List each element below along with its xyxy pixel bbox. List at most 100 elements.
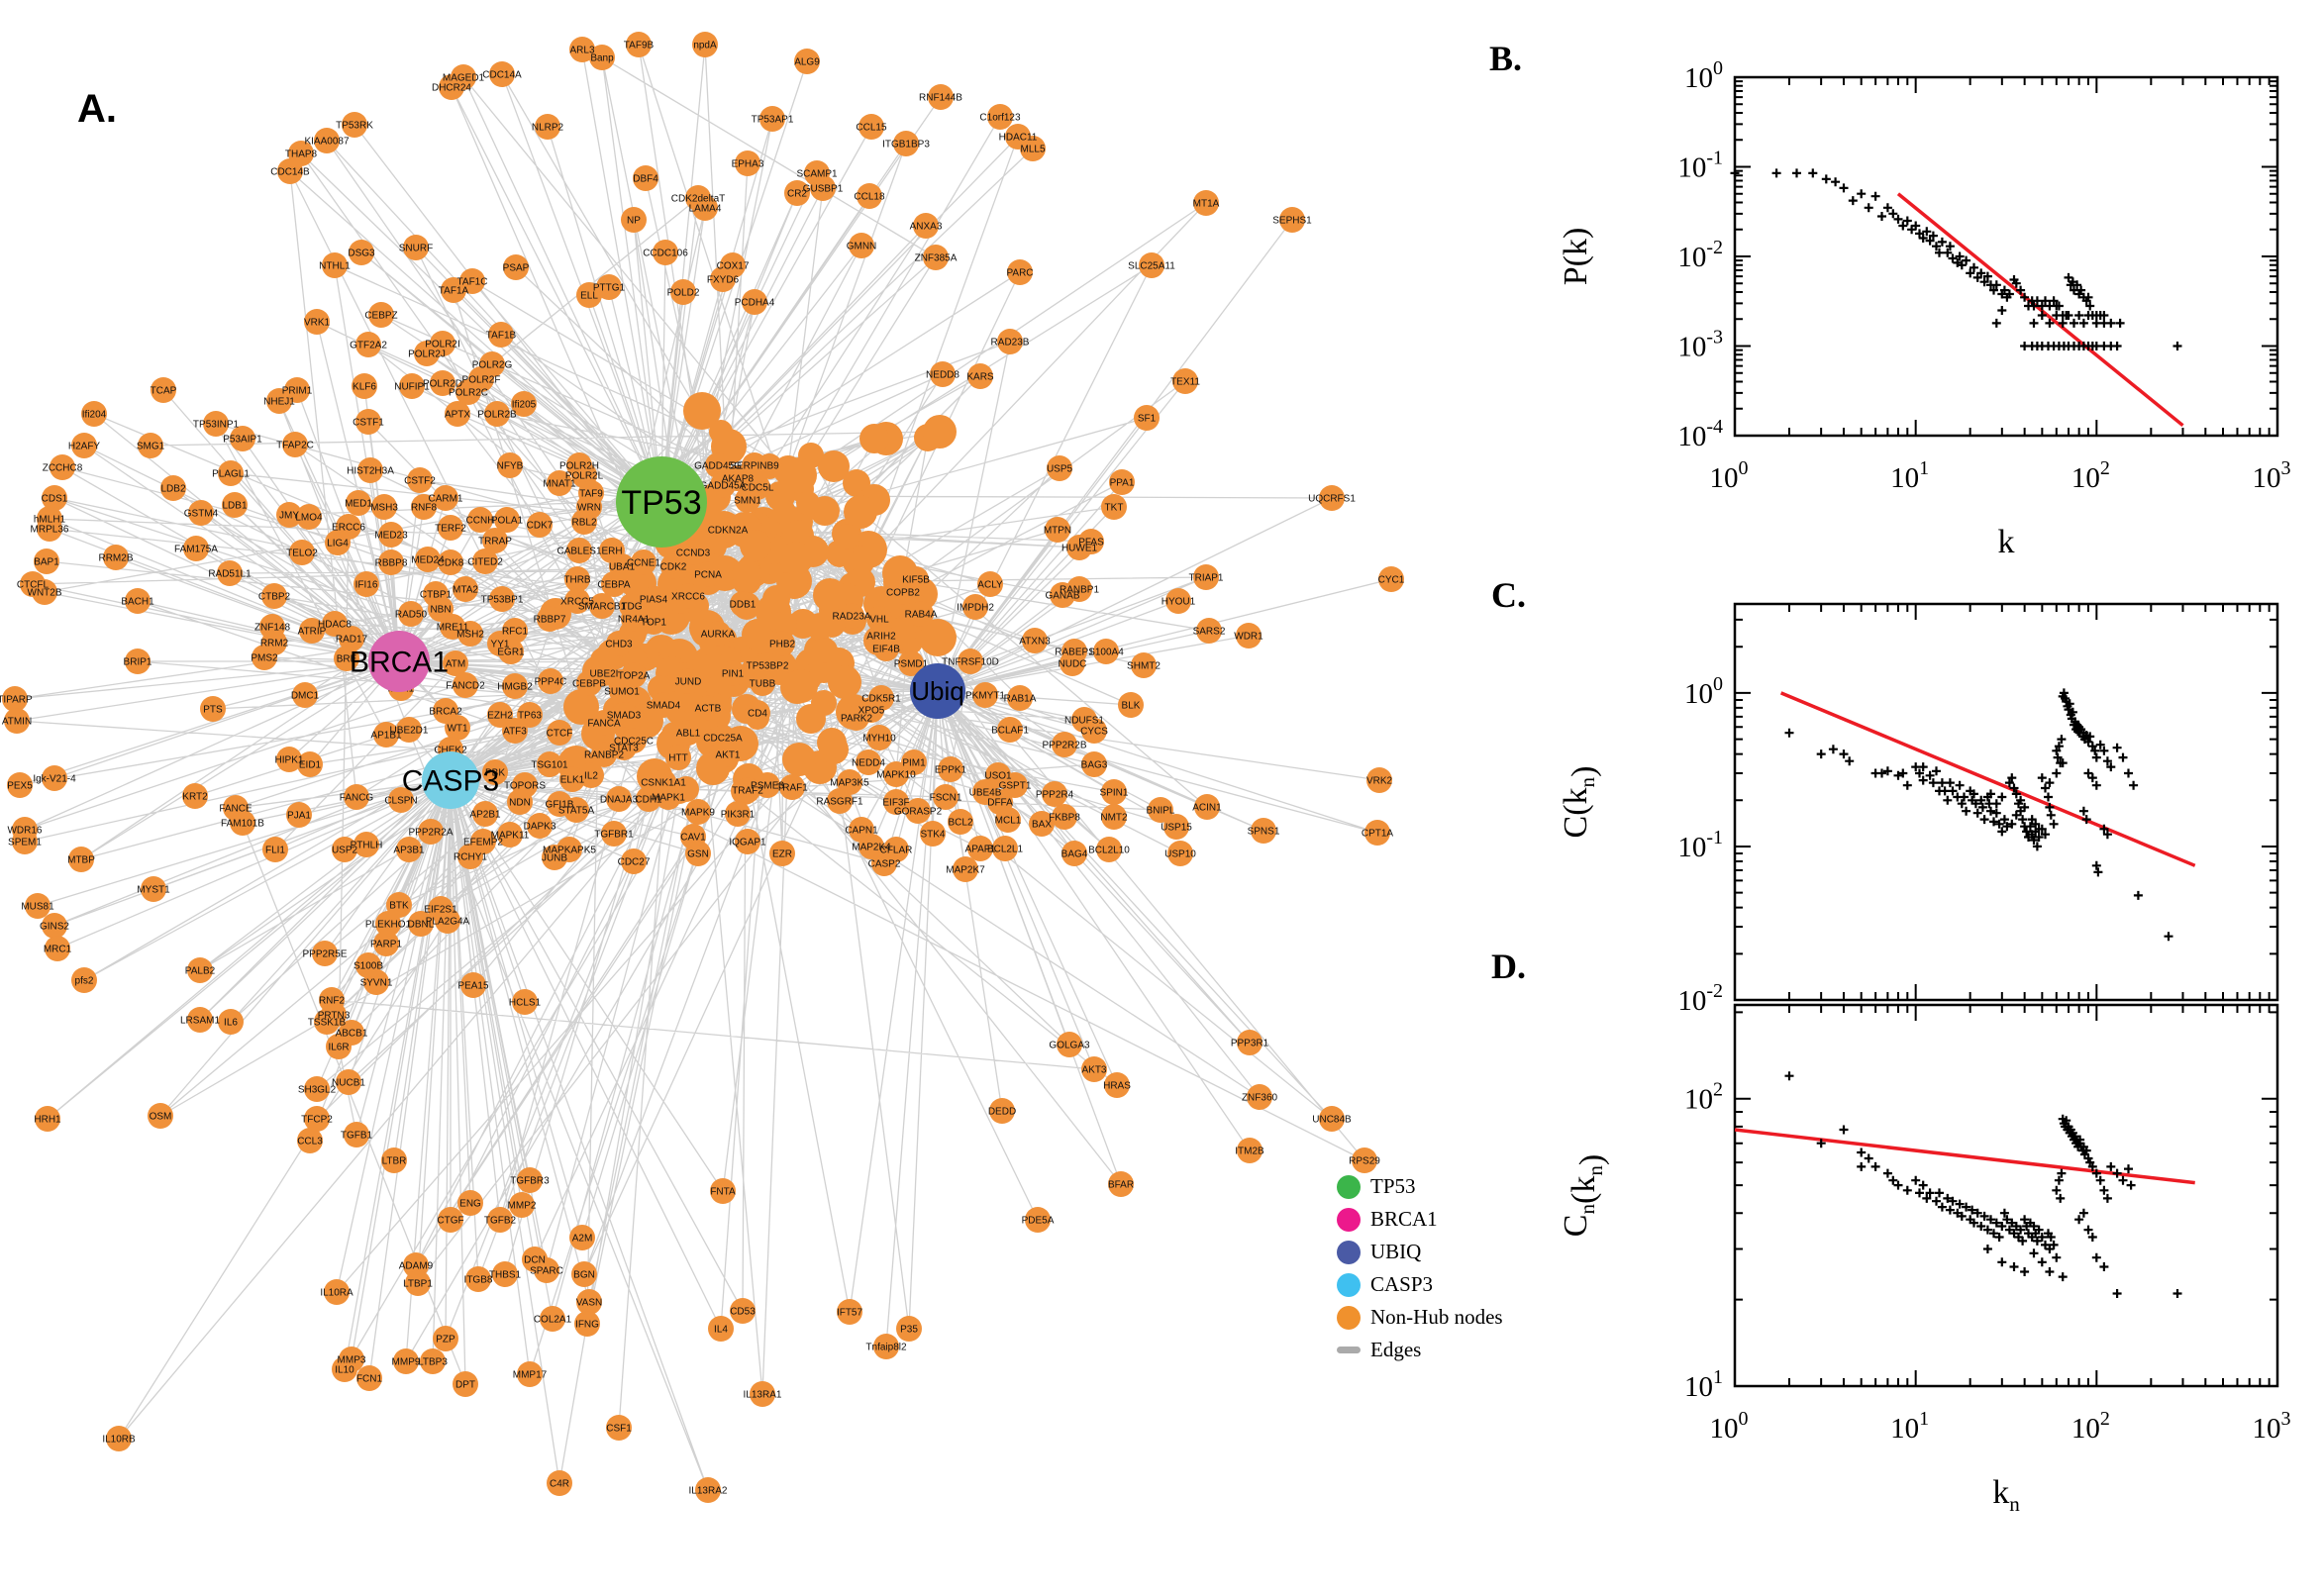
gene-label: MAP2K7 xyxy=(946,865,985,876)
non-hub-node xyxy=(355,332,381,357)
non-hub-node xyxy=(373,722,399,748)
gene-label: UBE2D1 xyxy=(390,726,429,737)
non-hub-node xyxy=(297,751,323,777)
gene-label: LDB2 xyxy=(160,484,185,495)
non-hub-node xyxy=(1052,732,1077,757)
non-hub-node xyxy=(509,1192,535,1218)
gene-label: SYVN1 xyxy=(360,978,393,989)
non-hub-node xyxy=(1007,685,1033,711)
tick-label: 100 xyxy=(1684,57,1723,94)
gene-label: IL13RA1 xyxy=(744,1390,782,1401)
gene-label: RAD51L1 xyxy=(208,569,252,580)
non-hub-node xyxy=(484,401,510,427)
gene-label: RANBP1 xyxy=(1060,585,1099,596)
non-hub-node xyxy=(1378,566,1404,592)
non-hub-node xyxy=(1022,628,1048,653)
gene-label: CDK5R1 xyxy=(861,694,901,705)
non-hub-node xyxy=(953,856,978,882)
axis-ticks xyxy=(1734,604,2278,1001)
gene-label: EZR xyxy=(772,849,792,860)
non-hub-node xyxy=(537,606,562,632)
non-hub-node xyxy=(619,593,645,619)
gene-label: SHMT2 xyxy=(1127,661,1161,672)
non-hub-node xyxy=(1319,485,1345,511)
gene-label: MTA2 xyxy=(453,585,478,596)
non-hub-node xyxy=(1002,772,1028,798)
gene-label: CDH1 xyxy=(635,795,662,806)
non-hub-node xyxy=(569,1225,595,1250)
legend-item-nonhub: Non-Hub nodes xyxy=(1337,1301,1503,1334)
gene-label: EID1 xyxy=(299,760,322,771)
gene-label: UBA1 xyxy=(609,562,636,573)
non-hub-node xyxy=(418,819,444,845)
non-hub-node xyxy=(1101,779,1127,805)
gene-label: MRC1 xyxy=(44,945,72,955)
gene-label: npdA xyxy=(693,41,717,51)
gene-label: RAD17 xyxy=(336,635,368,646)
gene-label: TERF2 xyxy=(435,524,466,535)
tick-label: 102 xyxy=(2071,457,2110,494)
gene-label: RAB4A xyxy=(905,610,938,621)
non-hub-node xyxy=(262,837,288,862)
gene-label: ERH xyxy=(601,547,622,557)
gene-label: ITM2B xyxy=(1235,1147,1264,1157)
non-hub-node xyxy=(871,850,897,876)
gene-label: KLF6 xyxy=(353,382,376,393)
non-hub-node xyxy=(465,1266,491,1292)
gene-label: SCAMP1 xyxy=(796,169,838,180)
legend-label: CASP3 xyxy=(1370,1272,1434,1296)
tick-label: 10-1 xyxy=(1677,827,1723,863)
gene-label: BACH1 xyxy=(121,597,154,608)
non-hub-node xyxy=(995,807,1021,833)
gene-label: NUCB1 xyxy=(332,1078,365,1089)
non-hub-node xyxy=(125,588,151,614)
panel-d-label: D. xyxy=(1491,947,1526,986)
gene-label: HUWE1 xyxy=(1061,544,1098,554)
non-hub-dot-icon xyxy=(1337,1305,1361,1330)
non-hub-node xyxy=(472,801,498,827)
legend-label: UBIQ xyxy=(1370,1240,1422,1263)
gene-label: CAPN1 xyxy=(845,826,878,837)
gene-label: FSCN1 xyxy=(930,793,962,804)
gene-label: FANCA xyxy=(587,719,621,730)
non-hub-node xyxy=(187,1007,213,1033)
gene-label: DBNL xyxy=(408,920,435,931)
non-hub-node xyxy=(1196,618,1222,644)
non-hub-node xyxy=(636,786,661,812)
non-hub-node xyxy=(827,788,853,814)
non-hub-node xyxy=(1096,837,1122,862)
gene-label: PPP2R4 xyxy=(1036,790,1074,801)
gene-label: HIPK1 xyxy=(275,755,304,766)
non-hub-node xyxy=(261,583,287,609)
tick-label: 100 xyxy=(1710,1408,1749,1445)
gene-label: TNFRSF10D xyxy=(942,657,999,668)
gene-label: TP53AP1 xyxy=(752,115,794,126)
non-hub-node xyxy=(445,401,470,427)
plot-panel-D: 102 101 100 101 102 103 kn Cn(kn) xyxy=(1558,1003,2291,1516)
non-hub-node xyxy=(200,696,226,722)
gene-label: RPS29 xyxy=(1349,1156,1380,1167)
non-hub-node xyxy=(692,195,718,221)
gene-label: UBE4B xyxy=(969,788,1002,799)
legend-item-brca1: BRCA1 xyxy=(1337,1203,1503,1236)
gene-label: GUSBP1 xyxy=(803,184,844,195)
gene-label: RAD23B xyxy=(991,338,1030,349)
gene-label: FXYD6 xyxy=(707,275,740,286)
non-hub-node xyxy=(276,747,302,772)
gene-label: PLEKHO1 xyxy=(365,920,412,931)
gene-label: BNIPL xyxy=(1147,806,1175,817)
non-hub-node xyxy=(997,329,1023,354)
non-hub-node xyxy=(25,893,50,919)
non-hub-node xyxy=(182,783,208,809)
non-hub-node xyxy=(817,728,847,757)
gene-label: BRCA2 xyxy=(429,707,462,718)
non-hub-node xyxy=(1194,794,1220,820)
gene-label: IL2 xyxy=(584,771,598,782)
gene-label: GSTM4 xyxy=(184,509,219,520)
non-hub-node xyxy=(299,618,325,644)
non-hub-node xyxy=(489,61,515,87)
non-hub-node xyxy=(745,700,770,726)
gene-label: UBE2I xyxy=(590,669,619,680)
brca1-dot-icon xyxy=(1337,1207,1361,1232)
